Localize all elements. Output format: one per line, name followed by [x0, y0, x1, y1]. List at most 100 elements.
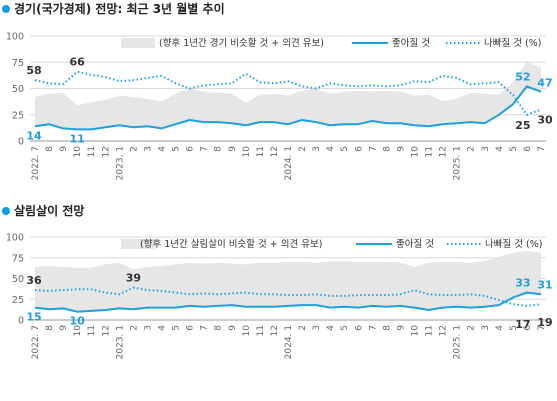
- x-tick-label: 4: [495, 146, 505, 152]
- legend-swatch-neutral: [121, 239, 155, 249]
- x-tick-label: 12: [439, 325, 449, 336]
- legend-good: 좋아질 것: [392, 37, 430, 49]
- data-label-bad: 39: [126, 272, 141, 285]
- x-tick-label: 3: [481, 146, 491, 152]
- x-tick-label: 9: [396, 146, 406, 152]
- data-label-good: 15: [26, 311, 41, 324]
- x-tick-label: 4: [158, 146, 168, 152]
- x-tick-label: 7: [200, 325, 210, 331]
- x-tick-label: 10: [242, 146, 252, 158]
- x-tick-label: 12: [101, 325, 111, 336]
- legend-bad: 나빠질 것 (%): [485, 238, 542, 250]
- data-label-bad: 25: [515, 119, 530, 132]
- y-tick-label: 50: [12, 274, 24, 285]
- x-tick-label: 4: [326, 146, 336, 152]
- x-tick-label: 11: [256, 325, 266, 336]
- legend-good: 좋아질 것: [396, 238, 434, 250]
- x-tick-label: 2: [129, 146, 139, 152]
- x-tick-label: 12: [270, 325, 280, 336]
- x-tick-label: 2: [298, 146, 308, 152]
- x-tick-label: 8: [382, 325, 392, 331]
- x-tick-label: 4: [495, 325, 505, 331]
- x-tick-label: 5: [340, 146, 350, 152]
- data-label-bad: 66: [70, 56, 86, 69]
- neutral-area: [35, 251, 541, 312]
- x-tick-label: 8: [214, 146, 224, 152]
- legend-neutral: (향후 1년간 살림살이 비슷할 것 + 의견 유보): [140, 238, 322, 250]
- x-tick-label: 11: [87, 325, 97, 336]
- x-tick-label: 6: [523, 146, 533, 152]
- x-tick-label: 3: [143, 325, 153, 331]
- legend-swatch-neutral: [121, 38, 155, 48]
- x-tick-label: 6: [186, 146, 196, 152]
- x-tick-label: 5: [509, 325, 519, 331]
- y-tick-label: 100: [6, 233, 24, 244]
- x-tick-label: 8: [45, 146, 55, 152]
- x-tick-label: 9: [228, 325, 238, 331]
- x-tick-label: 2025. 1: [453, 325, 463, 359]
- x-tick-label: 6: [186, 325, 196, 331]
- data-label-good: 10: [70, 315, 86, 328]
- x-tick-label: 5: [509, 146, 519, 152]
- x-tick-label: 12: [270, 146, 280, 157]
- x-tick-label: 2024. 1: [284, 146, 294, 180]
- series-line-bad: [34, 70, 542, 116]
- x-tick-label: 8: [382, 146, 392, 152]
- x-tick-label: 10: [411, 325, 421, 337]
- x-tick-label: 3: [481, 325, 491, 331]
- x-tick-label: 12: [101, 146, 111, 157]
- x-tick-label: 10: [411, 146, 421, 158]
- x-tick-label: 7: [368, 146, 378, 152]
- x-tick-label: 2022. 7: [31, 325, 41, 359]
- chart-title: 살림살이 전망: [14, 203, 84, 218]
- data-label-bad: 36: [26, 274, 42, 287]
- data-label-bad: 19: [537, 316, 552, 329]
- x-tick-label: 9: [59, 325, 69, 331]
- x-tick-label: 2: [467, 325, 477, 331]
- x-tick-label: 5: [172, 146, 182, 152]
- x-tick-label: 11: [425, 325, 435, 336]
- y-tick-label: 75: [12, 253, 24, 264]
- title-bullet-icon: [2, 207, 10, 215]
- x-tick-label: 4: [158, 325, 168, 331]
- y-tick-label: 50: [12, 84, 24, 95]
- x-tick-label: 9: [396, 325, 406, 331]
- x-tick-label: 7: [537, 325, 547, 331]
- x-tick-label: 7: [368, 325, 378, 331]
- legend-neutral: (향후 1년간 경기 비슷할 것 + 의견 유보): [159, 37, 324, 49]
- x-tick-label: 9: [59, 146, 69, 152]
- x-tick-label: 11: [87, 146, 97, 157]
- x-tick-label: 6: [354, 146, 364, 152]
- data-label-good: 33: [515, 277, 530, 290]
- x-tick-label: 11: [256, 146, 266, 157]
- x-tick-label: 3: [312, 146, 322, 152]
- x-tick-label: 2: [467, 146, 477, 152]
- neutral-area: [35, 62, 541, 130]
- y-tick-label: 100: [6, 32, 24, 43]
- x-tick-label: 7: [537, 146, 547, 152]
- x-tick-label: 2: [298, 325, 308, 331]
- y-tick-label: 25: [12, 110, 24, 121]
- y-tick-label: 0: [18, 316, 24, 327]
- x-tick-label: 8: [45, 325, 55, 331]
- data-label-good: 11: [70, 132, 85, 145]
- x-tick-label: 2024. 1: [284, 325, 294, 359]
- y-tick-label: 75: [12, 58, 24, 69]
- x-tick-label: 6: [523, 325, 533, 331]
- x-tick-label: 10: [73, 146, 83, 158]
- x-tick-label: 2022. 7: [31, 146, 41, 180]
- series-line-good: [34, 291, 542, 313]
- x-tick-label: 10: [73, 325, 83, 337]
- chart-title: 경기(국가경제) 전망: 최근 3년 월별 추이: [14, 1, 225, 16]
- x-tick-label: 2023. 1: [115, 146, 125, 180]
- title-bullet-icon: [2, 5, 10, 13]
- series-line-good: [34, 85, 542, 131]
- x-tick-label: 2025. 1: [453, 146, 463, 180]
- x-tick-label: 5: [340, 325, 350, 331]
- x-tick-label: 11: [425, 146, 435, 157]
- x-tick-label: 5: [172, 325, 182, 331]
- x-tick-label: 9: [228, 146, 238, 152]
